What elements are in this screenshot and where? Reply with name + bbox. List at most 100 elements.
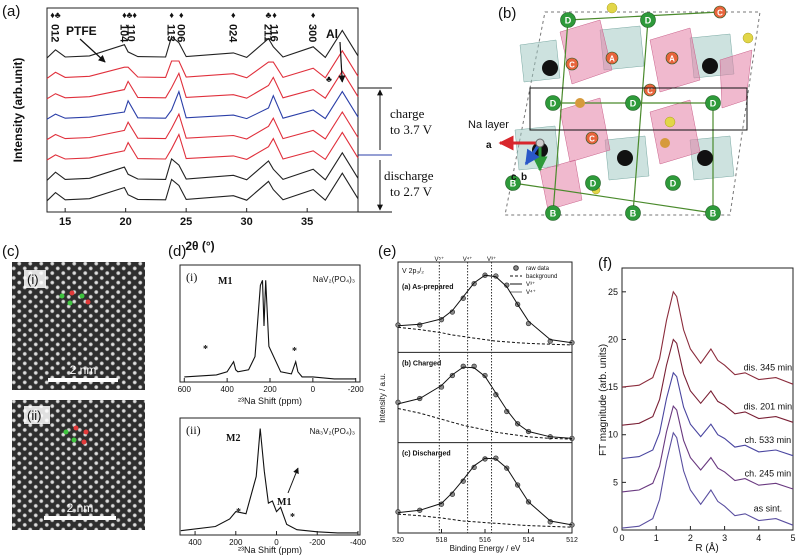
- overlay-dot: [85, 299, 91, 305]
- series-label: dis. 201 min: [744, 402, 793, 412]
- peak-symbol: ♦: [122, 10, 127, 20]
- atom: [505, 175, 521, 191]
- y-tick-label: 5: [613, 477, 618, 487]
- peak-symbol: ♦: [272, 10, 277, 20]
- subplot-label: (c) Discharged: [402, 451, 451, 458]
- panel-label: (a): [2, 3, 20, 20]
- x-tick-label: 0: [619, 533, 624, 543]
- bond: [552, 19, 569, 214]
- chart-title: Na₃V₂(PO₄)₃: [310, 427, 355, 436]
- atom: [605, 51, 619, 65]
- annotation: PTFE: [66, 24, 97, 38]
- panel-label: (f): [598, 255, 612, 272]
- data-point: [482, 372, 488, 379]
- x-tick-label: 25: [180, 216, 192, 228]
- overlay-dot: [67, 300, 73, 306]
- x-axis-label: R (Å): [695, 541, 718, 554]
- x-tick-label: 600: [178, 385, 192, 394]
- atom-label: D: [645, 16, 652, 26]
- scale-bar-label: 2 nm: [67, 501, 94, 515]
- atom-label: A: [669, 55, 675, 64]
- bracket: [358, 87, 392, 213]
- atom: [545, 95, 561, 111]
- series-label: dis. 345 min: [744, 363, 793, 373]
- image-label: (ii): [27, 408, 41, 423]
- atom-label: B: [630, 209, 637, 219]
- panel-label: (e): [378, 243, 396, 260]
- axis-label: a: [486, 140, 492, 151]
- peak-symbol: ♣♦: [126, 10, 137, 20]
- peak-label: 110: [125, 24, 137, 42]
- x-axis-label: ²³Na Shift (ppm): [238, 396, 302, 406]
- data-point: [395, 322, 401, 328]
- panel-label: (d): [168, 243, 186, 260]
- atom: [660, 138, 670, 148]
- chart-title: V 2p₃/₂: [402, 268, 424, 275]
- series-line: [621, 338, 794, 426]
- crystal-structure: D D C A A C D D D C C B D D B B B Na layer a c b: [468, 2, 761, 221]
- polyhedron: [539, 159, 583, 211]
- atom-label: A: [609, 55, 615, 64]
- panel-labels: (a) (b) (c) (d) (e) (f): [2, 3, 612, 272]
- annotation-arrow: [338, 41, 346, 83]
- y-tick-label: 20: [608, 334, 618, 344]
- annotation-arrow: [79, 38, 106, 63]
- annotation: *: [203, 344, 208, 355]
- x-tick-label: -200: [348, 385, 365, 394]
- atom-label: D: [565, 16, 572, 26]
- peak-label: 006: [174, 24, 186, 42]
- chart-title: NaV₂(PO₄)₃: [313, 275, 355, 284]
- atom-label: C: [569, 61, 575, 70]
- peak-label: 104: [117, 24, 129, 43]
- x-tick-label: 400: [188, 538, 202, 547]
- overlay-dot: [81, 439, 87, 445]
- scale-bar: [48, 378, 118, 382]
- series-label: ch. 245 min: [745, 468, 792, 478]
- series-line: [46, 131, 359, 161]
- annotation-arrow: [287, 467, 299, 494]
- subplot-label: (a) As-prepared: [402, 284, 453, 291]
- x-tick-label: 200: [229, 538, 243, 547]
- series-line: [397, 457, 573, 526]
- plot-frame: [397, 261, 573, 534]
- series-line: [46, 70, 359, 100]
- peak-label: 012: [48, 24, 60, 42]
- subplot-label: (b) Charged: [402, 360, 441, 367]
- atom-label: D: [630, 99, 637, 109]
- x-tick-label: 518: [436, 537, 448, 544]
- atom-label: C: [589, 135, 595, 144]
- bracket-label: to 2.7 V: [390, 184, 433, 199]
- annotation: M1: [277, 497, 291, 508]
- atom-label: D: [710, 99, 717, 109]
- atom: [665, 175, 681, 191]
- series-line: [621, 371, 794, 460]
- y-tick-label: 10: [608, 430, 618, 440]
- x-tick-label: 520: [392, 537, 404, 544]
- atom: [643, 83, 657, 97]
- series-line: [397, 274, 573, 344]
- bracket-label: to 3.7 V: [390, 122, 433, 137]
- series-line: [46, 172, 359, 202]
- atom: [585, 175, 601, 191]
- legend-label: V⁴⁺: [526, 289, 536, 296]
- axis-label: b: [521, 172, 527, 183]
- atom-label: D: [670, 179, 677, 189]
- reference-label: V⁵⁺: [434, 256, 444, 263]
- atom: [705, 205, 721, 221]
- atom: [625, 95, 641, 111]
- overlay-dot: [69, 290, 75, 296]
- y-axis-label: FT magnitude (arb. units): [598, 344, 609, 456]
- panel-label: (b): [498, 5, 516, 22]
- bracket-label: charge: [390, 106, 425, 121]
- data-point: [525, 320, 532, 327]
- x-tick-label: 0: [274, 538, 279, 547]
- series-label: ch. 533 min: [745, 435, 792, 445]
- polyhedron: [649, 99, 701, 165]
- peak-symbol: ♦: [169, 10, 174, 20]
- series-line: [184, 280, 356, 380]
- data-point: [449, 491, 456, 497]
- na-layer-box: [529, 87, 748, 131]
- x-tick-label: 512: [566, 537, 578, 544]
- atom: [617, 150, 633, 166]
- x-tick-label: -200: [309, 538, 326, 547]
